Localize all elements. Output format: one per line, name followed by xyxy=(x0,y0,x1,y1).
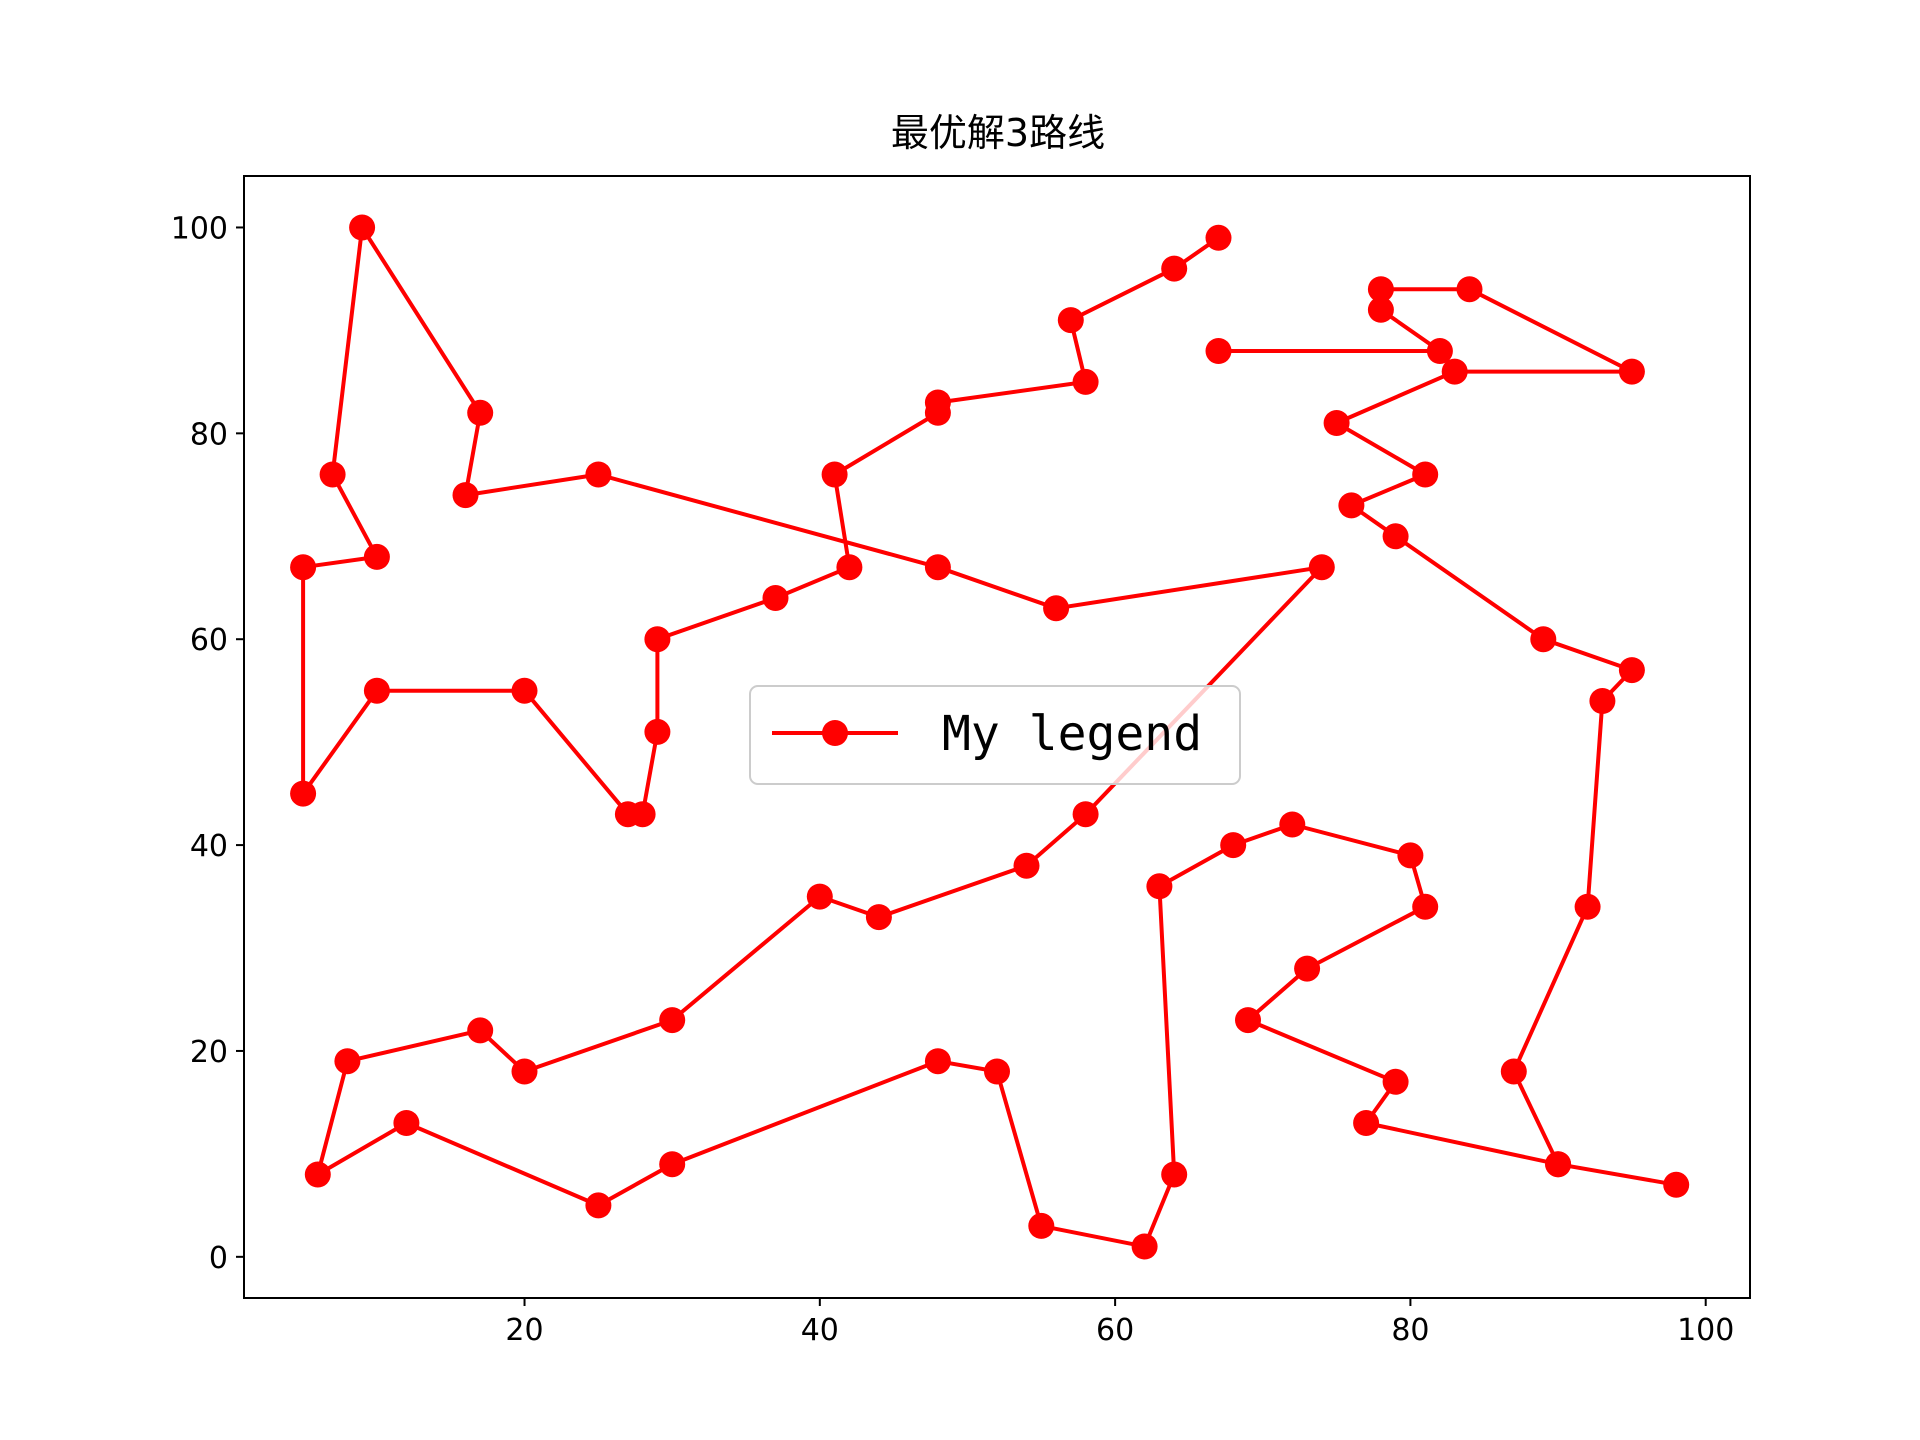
data-point xyxy=(467,399,494,426)
data-point xyxy=(1043,595,1070,622)
data-point xyxy=(924,554,951,581)
data-point xyxy=(659,1007,686,1034)
data-point xyxy=(1589,688,1616,714)
data-point xyxy=(644,718,671,745)
data-point xyxy=(1426,338,1453,364)
x-tick-label: 20 xyxy=(505,1313,543,1348)
legend-box xyxy=(749,685,1241,785)
data-point xyxy=(511,677,538,704)
data-point xyxy=(1353,1110,1380,1136)
data-point xyxy=(1057,307,1084,334)
y-tick-label: 60 xyxy=(190,623,228,658)
data-point xyxy=(1397,842,1424,869)
data-point xyxy=(511,1058,538,1085)
data-point xyxy=(865,904,892,931)
data-point xyxy=(1545,1151,1572,1178)
data-point xyxy=(821,461,848,488)
data-point xyxy=(467,1017,494,1044)
data-point xyxy=(1574,893,1601,920)
data-point xyxy=(1530,626,1557,653)
legend: My legend xyxy=(749,685,1241,785)
data-point xyxy=(1618,358,1645,385)
data-point xyxy=(1235,1007,1261,1034)
data-point xyxy=(1412,893,1439,920)
legend-label: My legend xyxy=(942,706,1202,762)
data-point xyxy=(1500,1058,1527,1085)
data-point xyxy=(349,214,376,241)
data-point xyxy=(290,780,317,807)
data-point xyxy=(363,677,390,704)
data-point xyxy=(1205,224,1232,251)
x-tick-label: 60 xyxy=(1096,1313,1134,1348)
data-point xyxy=(1220,832,1247,859)
data-point xyxy=(393,1110,420,1136)
axes-frame xyxy=(243,175,1751,1299)
data-point xyxy=(644,626,671,653)
data-point xyxy=(452,482,479,509)
data-point xyxy=(1279,811,1306,838)
chart-title: 最优解3路线 xyxy=(891,111,1105,155)
data-point xyxy=(585,461,612,488)
data-point xyxy=(1382,1068,1409,1095)
plot-area xyxy=(290,214,1690,1260)
data-point xyxy=(984,1058,1010,1085)
y-tick-label: 20 xyxy=(190,1035,228,1070)
data-point xyxy=(1367,296,1394,323)
x-tick-label: 100 xyxy=(1677,1313,1734,1348)
data-point xyxy=(304,1161,331,1188)
data-point xyxy=(614,801,641,828)
data-point xyxy=(1161,1161,1188,1188)
data-point xyxy=(363,543,390,570)
data-point xyxy=(1338,492,1365,519)
data-point xyxy=(1161,255,1188,282)
y-tick-label: 0 xyxy=(209,1241,228,1276)
data-point xyxy=(1013,852,1040,879)
data-point xyxy=(585,1192,612,1219)
data-point xyxy=(290,554,317,581)
data-point xyxy=(806,883,833,910)
y-tick-label: 80 xyxy=(190,417,228,452)
data-point xyxy=(1382,523,1409,550)
y-axis: 0 20 40 60 80 100 xyxy=(171,211,244,1276)
data-point xyxy=(1618,657,1645,684)
data-point xyxy=(1367,276,1394,303)
data-point xyxy=(1028,1212,1055,1239)
x-tick-label: 80 xyxy=(1391,1313,1429,1348)
data-point xyxy=(1308,554,1335,581)
data-point xyxy=(1072,368,1099,395)
x-axis: 20 40 60 80 100 xyxy=(505,1298,1734,1348)
data-point xyxy=(1072,801,1099,828)
y-tick-label: 100 xyxy=(171,211,228,246)
legend-marker xyxy=(822,720,848,746)
data-point xyxy=(659,1151,686,1178)
data-point xyxy=(1131,1233,1158,1260)
data-point xyxy=(762,585,789,611)
data-point xyxy=(836,554,863,581)
data-point xyxy=(1323,410,1350,436)
data-point xyxy=(1146,873,1173,900)
data-point xyxy=(924,399,951,426)
data-point xyxy=(319,461,346,488)
data-point xyxy=(924,1048,951,1075)
data-point xyxy=(1205,338,1232,364)
data-point xyxy=(1456,276,1483,303)
data-point xyxy=(1294,955,1321,982)
data-point xyxy=(1663,1171,1690,1198)
data-point xyxy=(1412,461,1439,488)
y-tick-label: 40 xyxy=(190,829,228,864)
data-point xyxy=(1441,358,1468,385)
data-point xyxy=(334,1048,361,1075)
x-tick-label: 40 xyxy=(801,1313,839,1348)
